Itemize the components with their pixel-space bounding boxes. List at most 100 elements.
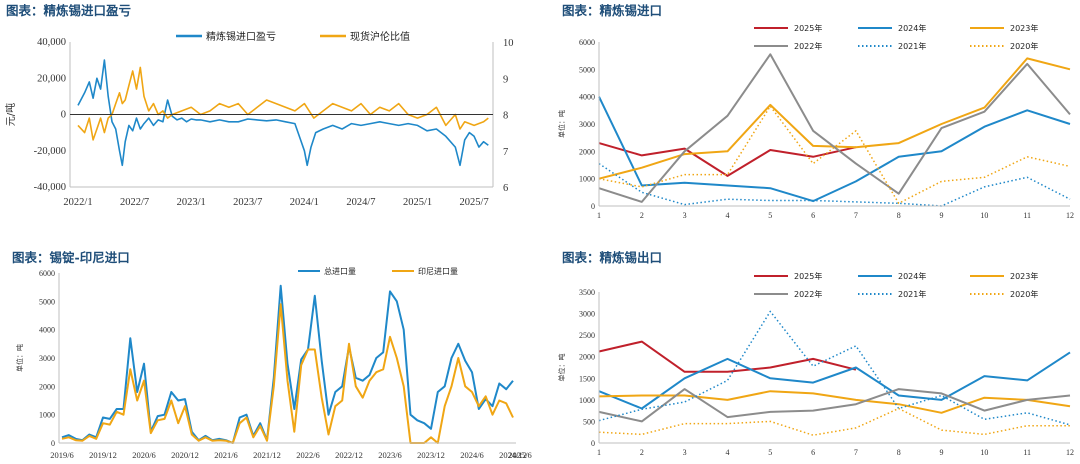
x-tick-label: 1 xyxy=(597,211,601,220)
y-tick-label: 1500 xyxy=(579,374,595,383)
y-tick-label: 2000 xyxy=(39,382,55,391)
series-line-2021 xyxy=(598,310,1071,426)
y-axis-label: 元/吨 xyxy=(4,103,17,126)
x-tick-label: 2025/6 xyxy=(508,450,532,460)
x-tick-label: 2021/6 xyxy=(214,450,238,460)
y-tick-label: -40,000 xyxy=(34,182,66,193)
y-axis-label: 单位：吨 xyxy=(557,354,566,382)
legend-label: 2020年 xyxy=(1010,289,1038,299)
x-tick-label: 2025/7 xyxy=(460,197,489,208)
x-tick-label: 2023/6 xyxy=(378,450,402,460)
y-tick-label: 3000 xyxy=(579,120,595,129)
y-tick-label: 40,000 xyxy=(37,37,66,48)
y-tick-label: 5000 xyxy=(579,65,595,74)
series-line- xyxy=(61,303,514,444)
x-tick-label: 2 xyxy=(640,448,644,457)
x-tick-label: 7 xyxy=(854,448,858,457)
x-tick-label: 3 xyxy=(683,211,687,220)
y-tick-label: 500 xyxy=(583,417,595,426)
x-tick-label: 2023/12 xyxy=(417,450,445,460)
series-line- xyxy=(61,284,514,444)
legend-label: 2022年 xyxy=(794,289,822,299)
x-tick-label: 11 xyxy=(1023,211,1031,220)
x-tick-label: 2022/1 xyxy=(63,197,92,208)
y2-tick-label: 8 xyxy=(503,111,508,122)
x-tick-label: 10 xyxy=(980,448,988,457)
x-tick-label: 2025/1 xyxy=(403,197,432,208)
y-tick-label: 3500 xyxy=(579,288,595,297)
y-tick-label: 3000 xyxy=(579,310,595,319)
x-tick-label: 2024/6 xyxy=(460,450,484,460)
legend-label: 2021年 xyxy=(898,289,926,299)
legend-label: 2025年 xyxy=(794,271,822,281)
x-tick-label: 2 xyxy=(640,211,644,220)
x-tick-label: 2020/6 xyxy=(132,450,156,460)
legend-label: 精炼锡进口盈亏 xyxy=(206,30,276,43)
series-line-2024 xyxy=(598,96,1071,203)
x-tick-label: 3 xyxy=(683,448,687,457)
series-line-2021 xyxy=(598,162,1071,207)
y-tick-label: 6000 xyxy=(39,269,55,278)
y-tick-label: 5000 xyxy=(39,297,55,306)
series-line-2023 xyxy=(598,57,1071,180)
x-tick-label: 11 xyxy=(1023,448,1031,457)
y-tick-label: 0 xyxy=(51,439,55,448)
series-line- xyxy=(77,66,489,141)
x-tick-label: 5 xyxy=(768,211,772,220)
legend-label: 2023年 xyxy=(1010,23,1038,33)
x-tick-label: 9 xyxy=(940,211,944,220)
y-tick-label: 2500 xyxy=(579,331,595,340)
x-tick-label: 9 xyxy=(940,448,944,457)
y-tick-label: 4000 xyxy=(39,326,55,335)
y2-tick-label: 7 xyxy=(503,147,508,158)
legend-label: 2025年 xyxy=(794,23,822,33)
x-tick-label: 2022/7 xyxy=(120,197,149,208)
chart-title: 图表：精炼锡出口 xyxy=(562,250,662,265)
y-tick-label: 2000 xyxy=(579,353,595,362)
y-tick-label: 0 xyxy=(61,110,66,121)
series-line-2020 xyxy=(598,407,1070,436)
x-tick-label: 2024/7 xyxy=(346,197,375,208)
x-tick-label: 4 xyxy=(725,448,729,457)
x-tick-label: 2023/7 xyxy=(233,197,262,208)
x-tick-label: 5 xyxy=(768,448,772,457)
series-line-2025 xyxy=(598,340,857,373)
chart-panel-indonesia-import: 图表：锡锭-印尼进口 6000 5000 4000 3000 2000 1000 0 单位：吨… xyxy=(12,250,532,460)
chart-title: 图表：精炼锡进口盈亏 xyxy=(6,3,132,18)
y-axis-label: 单位：吨 xyxy=(15,344,24,372)
y-tick-label: 1000 xyxy=(579,396,595,405)
y-tick-label: -20,000 xyxy=(34,146,66,157)
y-tick-label: 1000 xyxy=(39,411,55,420)
y-tick-label: 4000 xyxy=(579,93,595,102)
x-tick-label: 1 xyxy=(597,448,601,457)
x-tick-label: 2023/1 xyxy=(177,197,206,208)
x-tick-label: 12 xyxy=(1066,211,1074,220)
legend-label: 印尼进口量 xyxy=(418,267,458,276)
chart-title: 图表：精炼锡进口 xyxy=(562,3,662,18)
y2-tick-label: 6 xyxy=(503,183,508,194)
x-tick-label: 10 xyxy=(980,211,988,220)
series-line-2022 xyxy=(598,388,1071,423)
legend-label: 2021年 xyxy=(898,41,926,51)
x-tick-label: 7 xyxy=(854,211,858,220)
y-tick-label: 6000 xyxy=(579,38,595,47)
x-tick-label: 2022/6 xyxy=(296,450,320,460)
legend-label: 现货沪伦比值 xyxy=(350,30,410,43)
x-tick-label: 2022/12 xyxy=(335,450,363,460)
x-tick-label: 8 xyxy=(897,211,901,220)
legend-label: 2023年 xyxy=(1010,271,1038,281)
x-tick-label: 2024/1 xyxy=(290,197,319,208)
series-line- xyxy=(77,59,489,167)
y-tick-label: 3000 xyxy=(39,354,55,363)
legend-label: 2024年 xyxy=(898,23,926,33)
legend-label: 2024年 xyxy=(898,271,926,281)
series-line-2022 xyxy=(598,53,1071,203)
chart-panel-refined-tin-export: 图表：精炼锡出口 3500 3000 2500 2000 1500 1000 500 0 单位：… xyxy=(557,250,1074,457)
y-tick-label: 0 xyxy=(591,439,595,448)
series-line-2025 xyxy=(598,142,857,177)
y2-tick-label: 10 xyxy=(503,38,514,49)
x-tick-label: 2019/12 xyxy=(89,450,117,460)
x-tick-label: 2021/12 xyxy=(253,450,281,460)
x-tick-label: 8 xyxy=(897,448,901,457)
